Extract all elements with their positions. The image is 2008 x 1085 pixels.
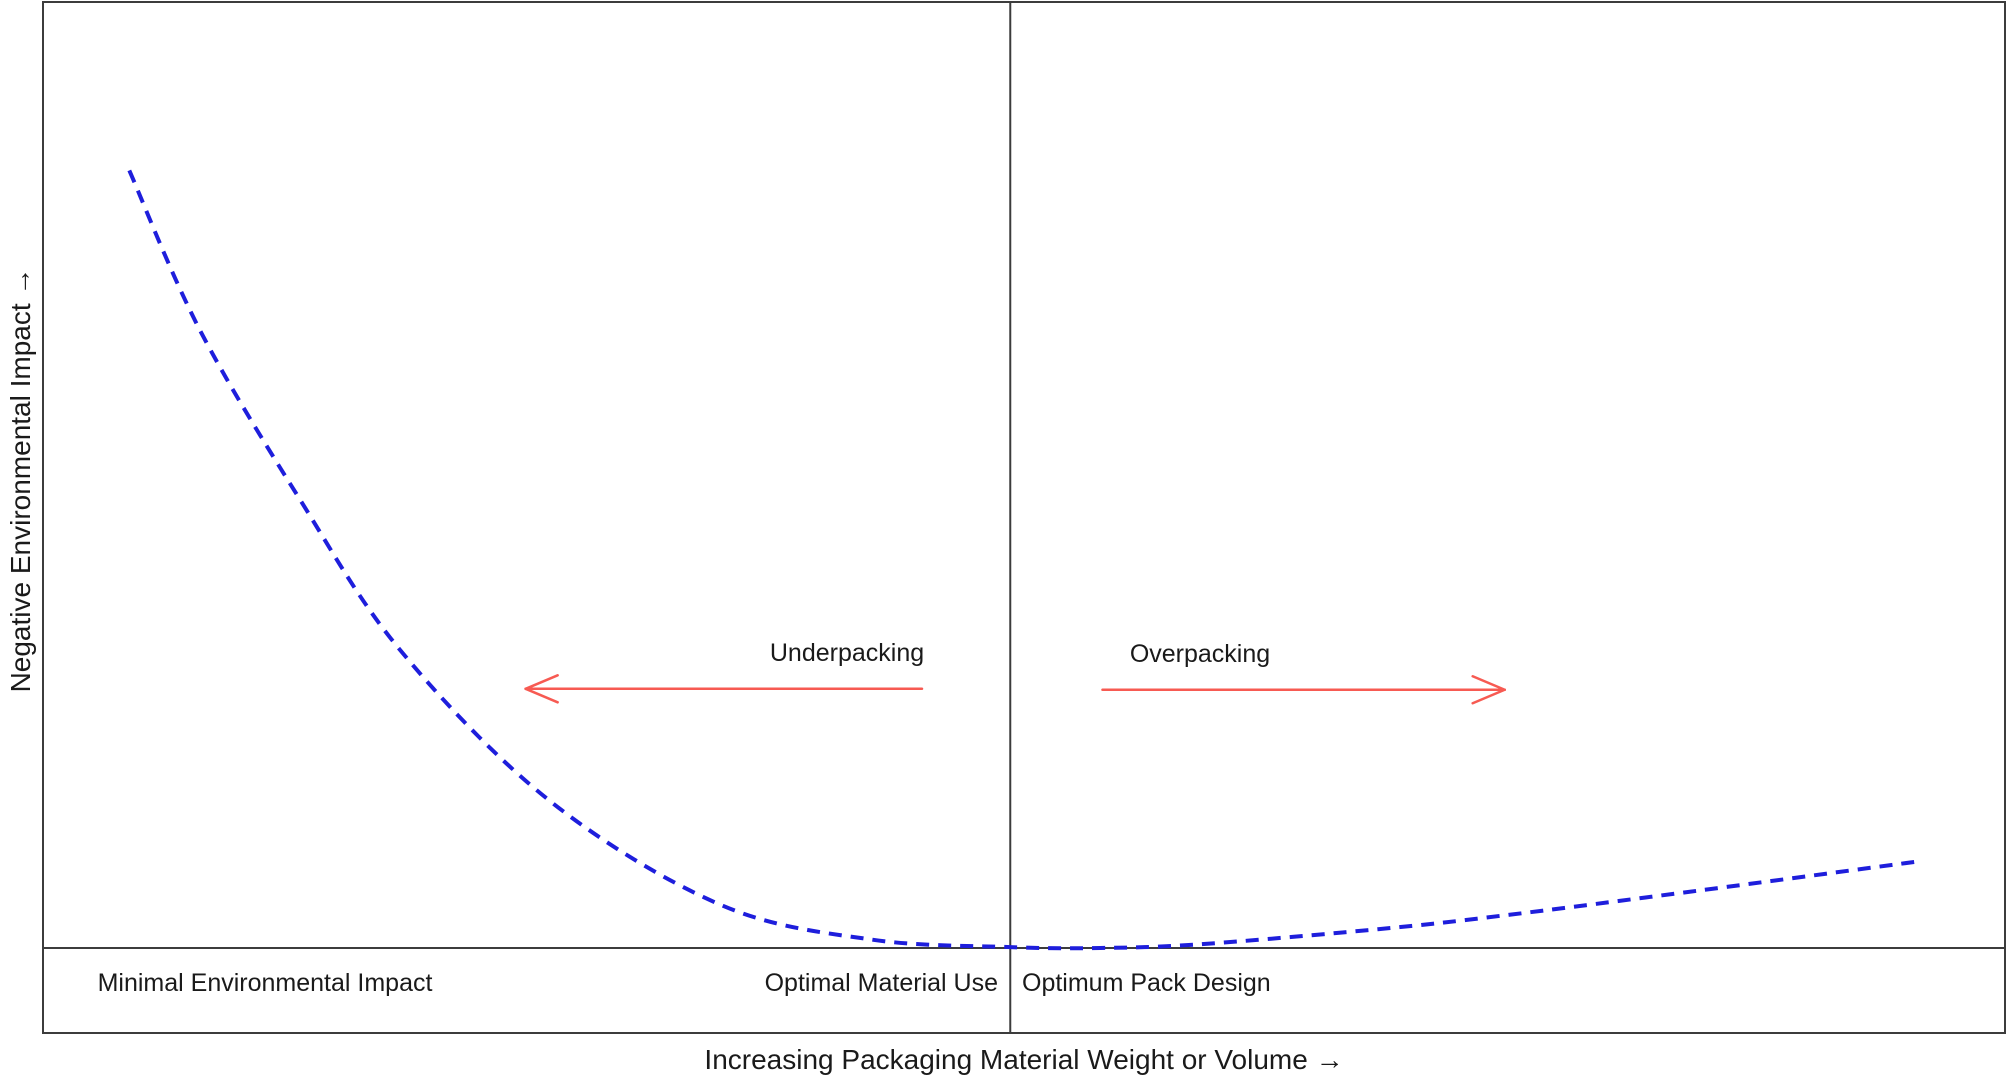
region-label-minimal-environmental-impact: Minimal Environmental Impact — [97, 969, 433, 997]
y-axis-label: Negative Environmental Impact → — [4, 267, 36, 693]
x-axis-label: Increasing Packaging Material Weight or … — [704, 1044, 1344, 1075]
chart-box — [42, 1, 2006, 1034]
underpacking-label: Underpacking — [769, 639, 925, 667]
region-label-optimum-pack-design: Optimum Pack Design — [1022, 969, 1271, 997]
overpacking-label: Overpacking — [1129, 640, 1271, 668]
region-label-optimal-material-use: Optimal Material Use — [764, 969, 998, 997]
